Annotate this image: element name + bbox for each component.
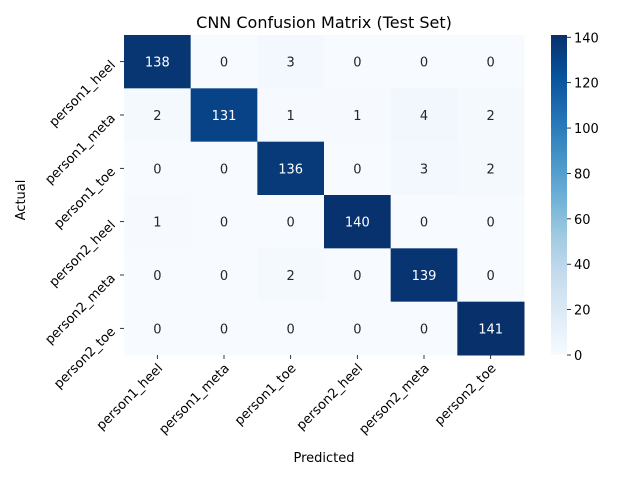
cell-value-label: 0 — [287, 322, 295, 337]
heatmap-cell — [457, 195, 525, 249]
heatmap-cell — [190, 88, 258, 143]
heatmap-cell — [390, 141, 458, 196]
colorbar-tick-label: 140 — [574, 31, 599, 46]
y-axis-label: Actual — [14, 180, 29, 221]
cell-value-label: 3 — [287, 56, 295, 71]
cell-value-label: 139 — [412, 269, 437, 284]
heatmap-cell — [124, 141, 192, 196]
cell-value-label: 2 — [287, 269, 295, 284]
heatmap-cell — [124, 248, 192, 303]
colorbar-tick-label: 100 — [574, 122, 599, 137]
heatmap-cell — [190, 301, 258, 356]
cell-value-label: 0 — [420, 322, 428, 337]
cell-value-label: 0 — [353, 162, 361, 177]
heatmap-cell — [390, 248, 458, 303]
heatmap-cell — [390, 195, 458, 249]
cell-value-label: 0 — [220, 269, 228, 284]
x-tick-label: person1_meta — [156, 361, 232, 437]
heatmap-cell — [124, 301, 192, 356]
cell-value-label: 136 — [278, 162, 303, 177]
heatmap-cell — [324, 141, 392, 196]
cell-value-label: 0 — [487, 269, 495, 284]
cell-value-label: 1 — [287, 109, 295, 124]
cell-value-label: 0 — [220, 56, 228, 71]
heatmap-cell — [124, 35, 192, 89]
x-tick-label: person2_toe — [432, 361, 499, 428]
heatmap-cell — [390, 88, 458, 143]
cell-value-label: 0 — [353, 56, 361, 71]
cell-value-label: 2 — [487, 162, 495, 177]
colorbar-tick-label: 40 — [574, 258, 591, 273]
cell-value-label: 0 — [487, 216, 495, 231]
heatmap-cell — [457, 301, 525, 356]
x-tick-label: person2_heel — [294, 361, 366, 433]
cell-value-label: 0 — [353, 322, 361, 337]
cell-value-label: 141 — [478, 322, 503, 337]
heatmap-cell — [257, 141, 325, 196]
cell-value-label: 0 — [220, 216, 228, 231]
heatmap-cell — [324, 248, 392, 303]
colorbar-gradient — [551, 35, 567, 355]
cell-value-label: 2 — [487, 109, 495, 124]
heatmap-cell — [324, 88, 392, 143]
cell-value-label: 0 — [420, 216, 428, 231]
heatmap-cell — [457, 35, 525, 89]
colorbar-tick-label: 80 — [574, 167, 591, 182]
heatmap-cell — [324, 301, 392, 356]
heatmap-cell — [457, 88, 525, 143]
x-tick-label: person1_heel — [94, 361, 166, 433]
colorbar-tick-label: 120 — [574, 77, 599, 92]
heatmap-cell — [124, 195, 192, 249]
x-axis-label: Predicted — [293, 451, 354, 466]
colorbar-tick-label: 20 — [574, 304, 591, 319]
cell-value-label: 0 — [420, 56, 428, 71]
cell-value-label: 1 — [153, 216, 161, 231]
heatmap-cell — [257, 35, 325, 89]
colorbar: 0 20 40 60 80 100 120 140 — [551, 31, 599, 364]
heatmap-cell — [457, 141, 525, 196]
heatmap-cell — [190, 141, 258, 196]
x-tick-label: person2_meta — [356, 361, 432, 437]
y-axis-ticks: person1_heelperson1_metaperson1_toeperso… — [42, 58, 124, 392]
cell-value-label: 0 — [487, 56, 495, 71]
colorbar-tick-label: 0 — [574, 349, 582, 364]
x-tick-label: person1_toe — [232, 361, 299, 428]
cell-value-label: 131 — [212, 109, 237, 124]
chart-title: CNN Confusion Matrix (Test Set) — [196, 13, 452, 32]
cell-value-label: 0 — [153, 269, 161, 284]
cell-value-label: 0 — [287, 216, 295, 231]
heatmap-cell — [190, 195, 258, 249]
heatmap-cell — [124, 88, 192, 143]
cell-value-label: 2 — [153, 109, 161, 124]
heatmap-cell — [324, 195, 392, 249]
heatmap-cell — [257, 88, 325, 143]
heatmap-cell — [190, 35, 258, 89]
cell-value-label: 140 — [345, 216, 370, 231]
heatmap-cell — [257, 301, 325, 356]
colorbar-tick-label: 60 — [574, 213, 591, 228]
heatmap-cell — [390, 35, 458, 89]
cell-value-label: 0 — [153, 162, 161, 177]
cell-value-label: 0 — [220, 162, 228, 177]
heatmap-cell — [457, 248, 525, 303]
cell-value-label: 0 — [353, 269, 361, 284]
heatmap-cell — [257, 248, 325, 303]
cell-value-label: 0 — [220, 322, 228, 337]
heatmap-cell — [190, 248, 258, 303]
cell-value-label: 3 — [420, 162, 428, 177]
heatmap-cell — [390, 301, 458, 356]
cell-value-label: 138 — [145, 56, 170, 71]
cell-value-label: 4 — [420, 109, 428, 124]
heatmap-cell — [257, 195, 325, 249]
heatmap-cell — [324, 35, 392, 89]
cell-value-label: 1 — [353, 109, 361, 124]
heatmap-cells: 138 0 3 0 0 0 2 131 1 1 4 2 0 0 136 0 3 2 1 0 0 140 0 0 0 0 2 0 139 0… — [124, 35, 525, 356]
cell-value-label: 0 — [153, 322, 161, 337]
